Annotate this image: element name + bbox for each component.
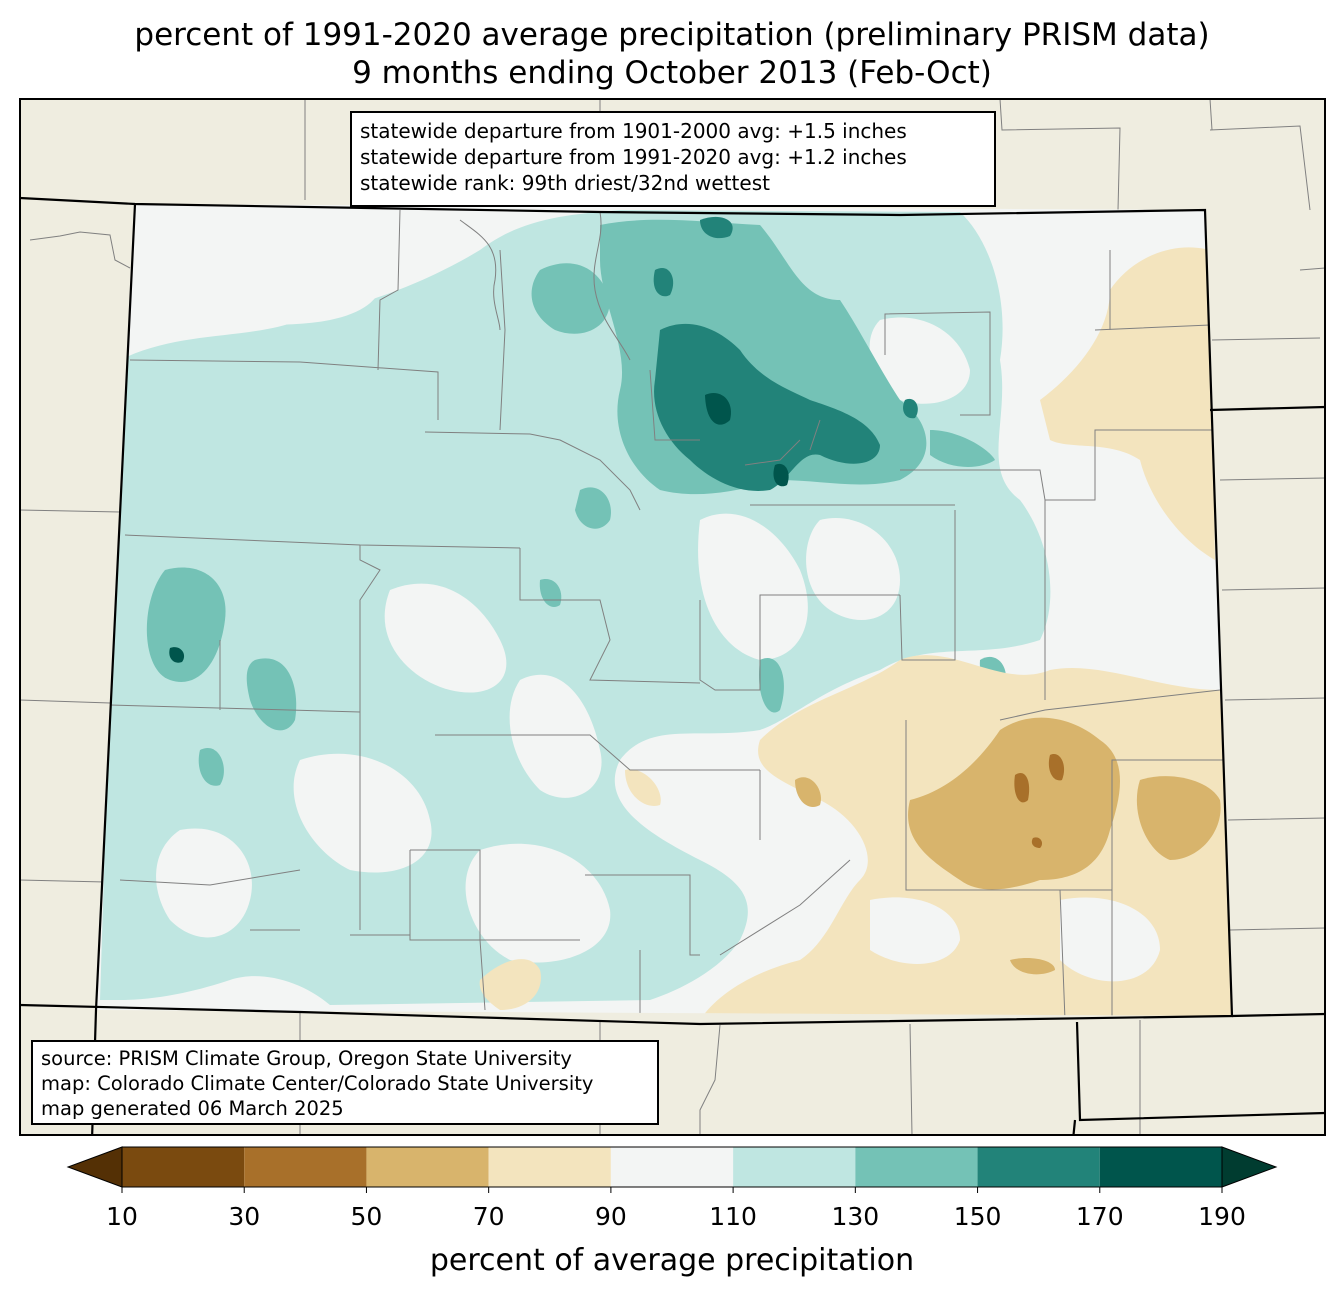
colorbar-tick-label: 70	[472, 1202, 505, 1231]
colorbar-bin	[855, 1147, 978, 1187]
colorbar-outline	[121, 1146, 1223, 1188]
colorbar-over-arrow	[1221, 1146, 1278, 1188]
colorbar-bin	[1099, 1147, 1222, 1187]
map-frame	[19, 98, 1326, 1136]
generated-date-line: map generated 06 March 2025	[41, 1097, 344, 1120]
precipitation-map	[19, 98, 1326, 1136]
source-box: source: PRISM Climate Group, Oregon Stat…	[31, 1040, 659, 1125]
stats-departure-1901-2000: statewide departure from 1901-2000 avg: …	[360, 119, 907, 143]
colorbar-label: percent of average precipitation	[429, 1243, 915, 1278]
colorbar-bin	[733, 1147, 856, 1187]
colorbar-tick-label: 50	[350, 1202, 383, 1231]
county-boundaries	[109, 209, 1225, 1016]
colorbar-bin	[610, 1147, 734, 1187]
stats-rank: statewide rank: 99th driest/32nd wettest	[360, 171, 770, 195]
colorbar	[66, 1146, 1278, 1193]
map-credit-line: map: Colorado Climate Center/Colorado St…	[41, 1072, 594, 1095]
colorbar-bin	[244, 1147, 367, 1187]
colorbar-bin	[488, 1147, 611, 1187]
colorbar-tick-label: 170	[1075, 1202, 1124, 1231]
stats-departure-1991-2020: statewide departure from 1991-2020 avg: …	[360, 145, 907, 169]
colorbar-bin	[122, 1147, 245, 1187]
colorbar-under-arrow	[66, 1146, 123, 1188]
map-title-line1: percent of 1991-2020 average precipitati…	[134, 17, 1210, 53]
map-title-line2: 9 months ending October 2013 (Feb-Oct)	[352, 55, 992, 91]
precip-field	[96, 204, 1232, 1016]
colorbar-tick-label: 110	[709, 1202, 757, 1231]
colorbar-bin	[366, 1147, 489, 1187]
colorbar-tick-label: 190	[1198, 1202, 1246, 1231]
colorbar-bin	[977, 1147, 1100, 1187]
colorbar-tick-label: 150	[953, 1202, 1002, 1231]
colorbar-tick-label: 90	[594, 1202, 627, 1231]
statewide-stats-box: statewide departure from 1901-2000 avg: …	[350, 111, 996, 207]
colorbar-tick-label: 10	[106, 1202, 138, 1231]
source-line: source: PRISM Climate Group, Oregon Stat…	[41, 1047, 572, 1070]
colorbar-tick-label: 130	[831, 1202, 880, 1231]
colorbar-tick-label: 30	[228, 1202, 261, 1231]
